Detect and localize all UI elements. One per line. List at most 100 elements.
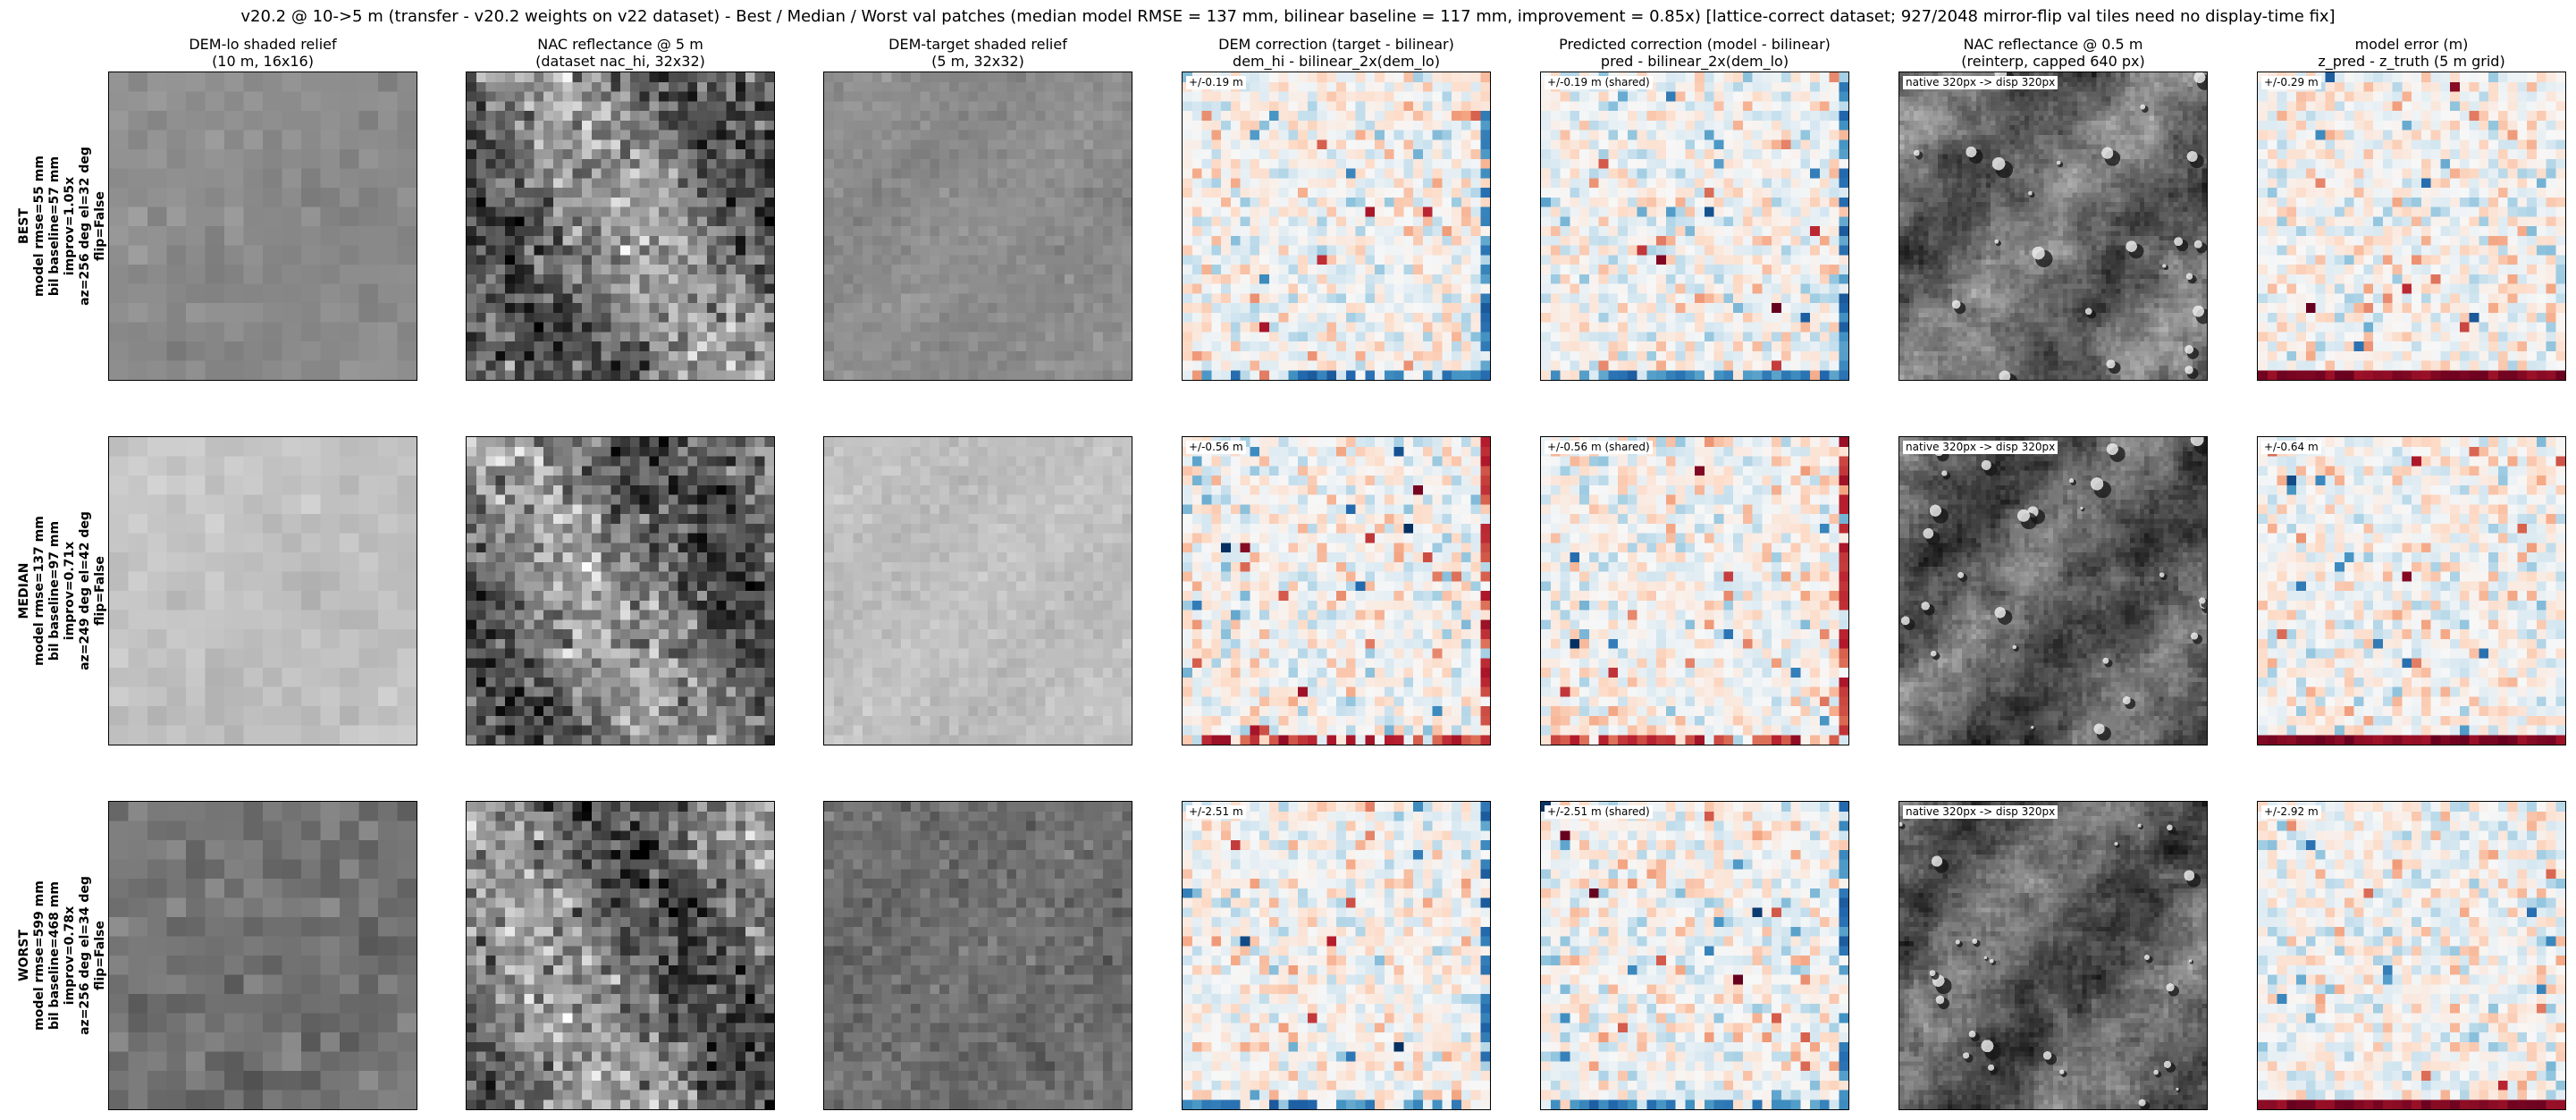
cell: [1772, 197, 1781, 207]
cell: [1413, 81, 1423, 92]
cell: [1413, 197, 1423, 207]
cell: [1588, 130, 1599, 140]
cell: [697, 91, 707, 102]
cell: [582, 255, 592, 265]
cell: [1570, 283, 1580, 294]
cell: [1326, 158, 1337, 169]
cell: [1742, 149, 1753, 159]
cell: [620, 370, 630, 380]
cell: [378, 341, 398, 361]
cell: [1336, 293, 1346, 304]
cell: [1336, 265, 1346, 274]
cell: [1268, 370, 1279, 380]
cell: [1752, 332, 1763, 342]
cell: [726, 130, 737, 140]
cell: [1790, 274, 1801, 284]
cell: [1685, 101, 1696, 112]
cell: [1393, 350, 1404, 361]
cell: [1541, 226, 1551, 236]
cell: [901, 322, 911, 333]
cell: [1221, 226, 1231, 236]
cell: [1598, 303, 1609, 313]
cell: [659, 235, 669, 246]
cell: [1819, 265, 1830, 274]
cell: [524, 245, 535, 256]
cell: [1723, 149, 1734, 159]
cell: [620, 274, 630, 284]
cell: [1695, 216, 1705, 227]
cell: [1122, 360, 1132, 371]
cell: [1259, 245, 1269, 256]
cell: [901, 341, 911, 351]
cell: [1230, 274, 1241, 284]
cell: [1422, 120, 1433, 131]
cell: [1230, 178, 1241, 189]
cell: [1345, 235, 1356, 246]
cell: [978, 303, 988, 313]
cell: [1102, 206, 1113, 217]
cell: [1432, 101, 1443, 112]
cell: [1112, 312, 1123, 323]
cell: [1035, 120, 1046, 131]
cell: [726, 216, 737, 227]
cell: [1073, 91, 1084, 102]
cell: [505, 283, 515, 294]
cell: [1201, 178, 1212, 189]
cell: [543, 303, 553, 313]
cell: [978, 188, 988, 198]
cell: [1240, 168, 1250, 179]
cell: [320, 206, 341, 227]
cell: [668, 72, 678, 82]
cell: [1665, 312, 1676, 323]
pixel: [1942, 105, 1948, 112]
cell: [901, 206, 911, 217]
cell: [754, 206, 765, 217]
cell: [1365, 332, 1376, 342]
cell: [1083, 360, 1094, 371]
cell: [920, 322, 930, 333]
cell: [1035, 293, 1046, 304]
cell: [1810, 216, 1820, 227]
cell: [1432, 322, 1443, 333]
cell: [736, 188, 745, 198]
cell: [1278, 245, 1289, 256]
pixel: [2024, 115, 2030, 121]
cell: [1432, 274, 1443, 284]
cell: [910, 81, 921, 92]
cell: [639, 81, 650, 92]
cell: [649, 149, 660, 159]
cell: [649, 72, 660, 82]
pixel: [1928, 91, 1933, 97]
cell: [1790, 206, 1801, 217]
cell: [1298, 265, 1308, 274]
cell: [1685, 197, 1696, 207]
pixel: [2139, 72, 2145, 78]
pixel: [1908, 96, 1915, 102]
cell: [1093, 111, 1103, 121]
cell: [1230, 149, 1241, 159]
cell: [1259, 139, 1269, 150]
cell: [1442, 303, 1452, 313]
cell: [514, 158, 525, 169]
cell: [1618, 370, 1628, 380]
pixel: [2134, 81, 2140, 88]
cell: [524, 322, 535, 333]
cell: [1762, 370, 1772, 380]
cell: [891, 91, 902, 102]
cell: [853, 130, 863, 140]
pixel: [1976, 91, 1982, 97]
cell: [1384, 255, 1394, 265]
cell: [601, 265, 611, 274]
cell: [1637, 197, 1647, 207]
cell: [997, 178, 1007, 189]
cell: [1461, 312, 1471, 323]
cell: [1560, 322, 1570, 333]
cell: [1829, 303, 1839, 313]
cell: [1278, 226, 1289, 236]
cell: [1742, 274, 1753, 284]
cell: [1550, 101, 1561, 112]
cell: [1685, 303, 1696, 313]
cell: [109, 265, 129, 284]
cell: [716, 206, 727, 217]
cell: [736, 72, 745, 82]
